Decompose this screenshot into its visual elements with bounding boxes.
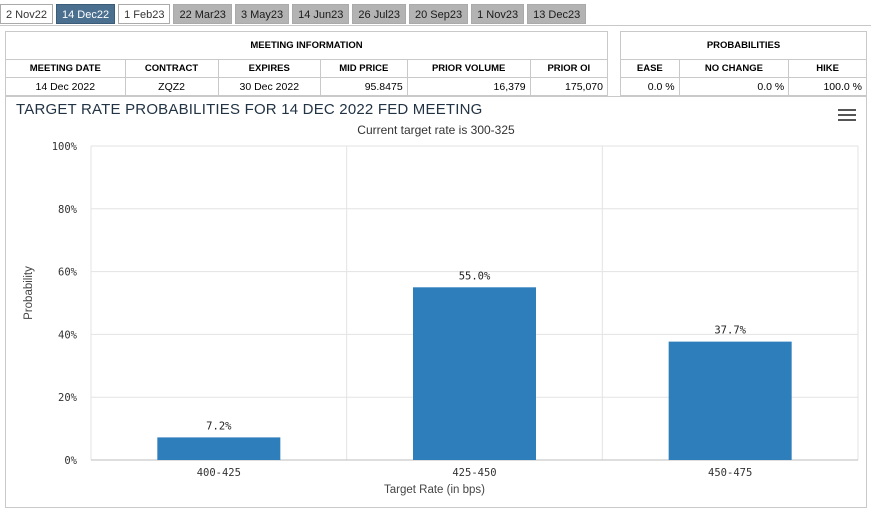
y-tick-label: 100% [52,141,78,153]
chart-subtitle: Current target rate is 300-325 [357,123,515,137]
meeting-tabs: 2 Nov22 14 Dec22 1 Feb23 22 Mar23 3 May23 14 … [0,4,589,26]
col-meeting-date: MEETING DATE [5,59,126,78]
tab-3-may23[interactable]: 3 May23 [234,4,290,24]
x-tick-label: 400-425 [197,467,241,479]
bar-425-450 [413,287,536,460]
no-change-value: 0.0 % [678,77,790,96]
meeting-date-value: 14 Dec 2022 [5,77,126,96]
tabs-divider [0,25,871,26]
y-axis-title: Probability [23,266,35,320]
y-tick-label: 80% [58,204,78,216]
tab-22-mar23[interactable]: 22 Mar23 [173,4,232,24]
y-tick-label: 40% [58,329,78,341]
tab-1-nov23[interactable]: 1 Nov23 [471,4,525,24]
tab-13-dec23[interactable]: 13 Dec23 [527,4,587,24]
probabilities-header: PROBABILITIES [620,31,867,60]
meeting-information-header: MEETING INFORMATION [5,31,608,60]
col-mid-price: MID PRICE [319,59,408,78]
tab-1-feb23[interactable]: 1 Feb23 [118,4,171,24]
data-label: 37.7% [714,325,746,337]
chart-title: TARGET RATE PROBABILITIES FOR 14 DEC 202… [16,101,483,118]
data-label: 55.0% [459,270,491,282]
col-prior-volume: PRIOR VOLUME [406,59,531,78]
y-tick-label: 0% [64,455,77,467]
prior-volume-value: 16,379 [406,77,531,96]
tab-26-jul23[interactable]: 26 Jul23 [352,4,406,24]
x-tick-label: 425-450 [452,467,496,479]
y-tick-label: 60% [58,267,78,279]
y-tick-label: 20% [58,392,78,404]
tab-14-dec22[interactable]: 14 Dec22 [55,4,116,24]
meeting-information-table: MEETING INFORMATION MEETING DATE CONTRAC… [5,31,609,96]
bar-400-425 [157,437,281,460]
mid-price-value: 95.8475 [319,77,408,96]
col-contract: CONTRACT [124,59,219,78]
tab-2-nov22[interactable]: 2 Nov22 [0,4,53,24]
chart-panel: 0% 20% 40% 60% 80% 100% 7.2% 400-425 55.0% 425-45… [5,96,867,508]
expires-value: 30 Dec 2022 [217,77,321,96]
col-prior-oi: PRIOR OI [529,59,609,78]
col-expires: EXPIRES [217,59,321,78]
prior-oi-value: 175,070 [529,77,609,96]
col-ease: EASE [620,59,680,78]
ease-value: 0.0 % [620,77,680,96]
tab-20-sep23[interactable]: 20 Sep23 [409,4,469,24]
bar-450-475 [668,341,792,460]
hike-value: 100.0 % [788,77,867,96]
contract-value: ZQZ2 [124,77,219,96]
data-label: 7.2% [206,420,232,432]
x-axis-title: Target Rate (in bps) [384,484,485,496]
hamburger-menu-icon[interactable] [838,109,856,121]
probabilities-table: PROBABILITIES EASE NO CHANGE HIKE 0.0 % … [620,31,867,96]
probability-bar-chart: 0% 20% 40% 60% 80% 100% 7.2% 400-425 55.0% 425-45… [23,141,859,496]
tab-14-jun23[interactable]: 14 Jun23 [292,4,350,24]
col-no-change: NO CHANGE [678,59,790,78]
col-hike: HIKE [788,59,867,78]
x-tick-label: 450-475 [708,467,752,479]
